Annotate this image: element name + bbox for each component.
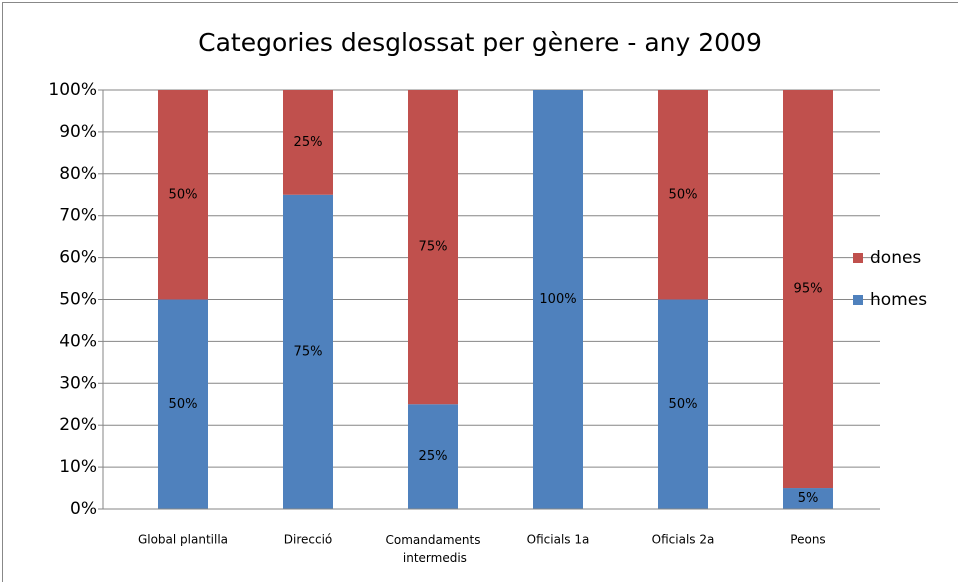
bar-segment (408, 90, 458, 405)
bar-segment (283, 90, 333, 195)
y-tick-label: 80% (59, 164, 97, 184)
data-label: 25% (419, 449, 448, 464)
y-tick-label: 90% (59, 122, 97, 142)
data-label: 95% (794, 282, 823, 297)
y-tick-label: 0% (70, 499, 97, 519)
legend-label: homes (870, 290, 927, 310)
bar-segment (658, 90, 708, 300)
y-tick-label: 70% (59, 206, 97, 226)
chart-title: Categories desglossat per gènere - any 2… (198, 28, 762, 57)
data-label: 50% (169, 397, 198, 412)
x-tick-label: Comandaments intermedis (386, 533, 481, 565)
y-tick-label: 100% (48, 80, 97, 100)
y-tick-label: 20% (59, 415, 97, 435)
y-tick-label: 50% (59, 290, 97, 310)
bar-segment (408, 404, 458, 509)
bar-segment (158, 90, 208, 300)
data-label: 75% (294, 344, 323, 359)
x-tick-label: Oficials 2a (652, 533, 715, 547)
data-label: 5% (798, 491, 819, 506)
data-label: 50% (669, 187, 698, 202)
y-tick-label: 60% (59, 248, 97, 268)
bar-segment (533, 90, 583, 509)
bar-segment (158, 299, 208, 509)
bar-segment (283, 194, 333, 509)
legend-label: dones (870, 248, 921, 268)
data-label: 75% (419, 240, 448, 255)
data-label: 100% (539, 292, 576, 307)
legend-swatch (853, 295, 863, 305)
bar-segment (783, 90, 833, 489)
y-tick-label: 30% (59, 373, 97, 393)
bar-segment (783, 488, 833, 509)
data-label: 25% (294, 135, 323, 150)
x-tick-label: Direcció (284, 533, 333, 547)
bar-segment (658, 299, 708, 509)
legend-swatch (853, 253, 863, 263)
y-tick-label: 10% (59, 457, 97, 477)
x-tick-label: Peons (790, 533, 825, 547)
data-label: 50% (169, 187, 198, 202)
x-tick-label: Oficials 1a (527, 533, 590, 547)
y-tick-label: 40% (59, 331, 97, 351)
data-label: 50% (669, 397, 698, 412)
x-tick-label: Global plantilla (138, 533, 228, 547)
